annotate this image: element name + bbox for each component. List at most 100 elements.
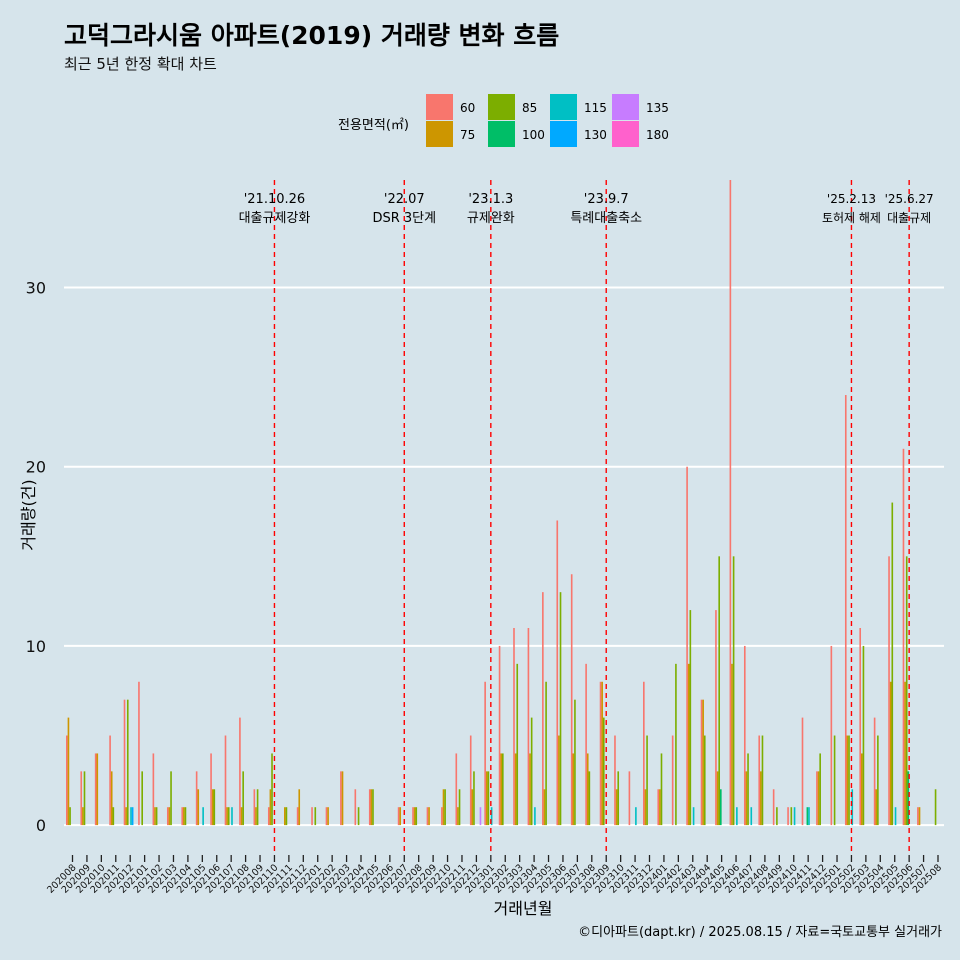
bar-75-202208	[413, 807, 416, 826]
bar-75-202505	[889, 681, 892, 826]
bar-60-202102	[152, 753, 155, 826]
bar-75-202203	[341, 771, 344, 826]
bar-60-202301	[484, 681, 486, 826]
bar-85-202312	[646, 735, 648, 826]
bar-115-202301	[490, 807, 493, 826]
bar-60-202405	[715, 610, 717, 826]
bar-75-202306	[558, 735, 560, 826]
legend-key-60	[426, 94, 453, 120]
bar-60-202010	[94, 753, 97, 826]
bar-85-202406	[732, 556, 735, 826]
legend-label: 60	[460, 101, 475, 115]
bar-115-202304	[534, 807, 536, 826]
event-lines: '21.10.26 대출규제강화 '22.07 DSR 3단계 '23.1.3 규제완화 '…	[239, 180, 934, 852]
bar-85-202103	[170, 771, 172, 826]
bar-60-202307	[570, 574, 573, 826]
bar-75-202403	[687, 663, 690, 826]
bar-85-202308	[588, 771, 591, 826]
bar-60-202205	[368, 789, 371, 826]
bar-115-202411	[808, 807, 810, 826]
bar-85-202506	[905, 556, 908, 826]
bar-75-202008	[67, 717, 70, 826]
bar-60-202203	[340, 771, 342, 826]
bar-85-202102	[155, 807, 158, 826]
bar-85-202106	[213, 789, 216, 826]
bar-75-202408	[760, 771, 762, 826]
bar-60-202202	[325, 807, 328, 826]
bar-75-202202	[327, 807, 329, 826]
bar-60-202506	[902, 448, 905, 826]
bar-60-202105	[195, 771, 198, 826]
bar-60-202410	[787, 807, 789, 826]
bar-75-202110	[269, 789, 272, 826]
bar-115-202311	[635, 807, 637, 826]
bar-85-202211	[458, 789, 461, 826]
bars	[66, 180, 937, 826]
x-axis-label: 거래년월	[494, 899, 553, 918]
y-tick-label: 10	[26, 637, 46, 656]
bar-85-202401	[660, 753, 663, 826]
bar-60-202208	[412, 807, 414, 826]
bar-75-202010	[96, 753, 99, 826]
event-label: 토허제 해제	[822, 211, 881, 225]
bar-60-202306	[556, 520, 559, 826]
bar-85-202009	[83, 771, 86, 826]
bar-75-202104	[183, 807, 185, 826]
bar-75-202504	[875, 789, 878, 826]
gridlines	[64, 286, 944, 827]
bar-60-202403	[686, 466, 688, 826]
bar-85-202011	[112, 807, 115, 826]
bar-75-202305	[543, 789, 546, 826]
bar-75-202012	[125, 807, 127, 826]
bar-75-202312	[644, 789, 647, 826]
event-label: DSR 3단계	[372, 211, 436, 226]
bar-75-202111	[284, 807, 286, 826]
bar-75-202506	[904, 681, 906, 826]
bar-75-202404	[702, 699, 704, 826]
bar-75-202507	[918, 807, 921, 826]
caption: ©디아파트(dapt.kr) / 2025.08.15 / 자료=국토교통부 실…	[578, 925, 942, 940]
bar-85-202402	[675, 663, 677, 826]
bar-85-202012	[126, 699, 129, 826]
bar-60-202501	[830, 645, 833, 826]
bar-60-202107	[224, 735, 227, 826]
bar-60-202409	[772, 789, 775, 826]
legend-key-85	[488, 94, 515, 120]
bar-85-202504	[877, 735, 879, 826]
bar-75-202107	[226, 807, 228, 826]
bar-115-202407	[750, 807, 753, 826]
bar-85-202409	[776, 807, 778, 826]
bar-60-202502	[844, 395, 847, 826]
event-date: '23.9.7	[584, 192, 629, 207]
bar-75-202207	[399, 807, 402, 826]
bar-85-202212	[473, 771, 475, 826]
bar-75-202112	[298, 789, 301, 826]
bar-85-202301	[487, 771, 490, 826]
bar-85-202111	[285, 807, 288, 826]
bar-60-202108	[239, 717, 241, 826]
bar-135-202212	[479, 807, 482, 826]
y-axis: 0 10 20 30	[26, 279, 46, 836]
bar-75-202108	[240, 807, 243, 826]
event-label: 대출규제	[887, 211, 931, 225]
bar-85-202104	[184, 807, 187, 826]
bar-85-202408	[761, 735, 764, 826]
legend-label: 180	[646, 128, 669, 142]
bar-60-202303	[513, 628, 515, 826]
bar-100-202506	[907, 771, 910, 826]
bar-85-202210	[444, 789, 446, 826]
bar-75-202106	[211, 789, 214, 826]
y-tick-label: 0	[36, 816, 46, 835]
bar-75-202102	[154, 807, 156, 826]
bar-85-202410	[790, 807, 793, 826]
legend-key-180	[612, 121, 639, 147]
bar-60-202110	[267, 807, 270, 826]
bar-85-202110	[271, 753, 273, 826]
bar-75-202009	[82, 807, 84, 826]
bar-60-202207	[397, 807, 400, 826]
bar-60-202503	[859, 628, 862, 826]
bar-60-202312	[643, 681, 645, 826]
bar-75-202308	[586, 753, 589, 826]
bar-60-202112	[296, 807, 299, 826]
